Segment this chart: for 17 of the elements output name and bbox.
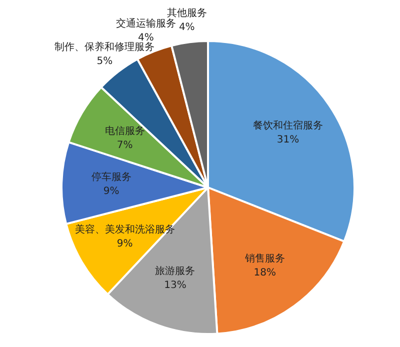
data-label: 7%	[116, 140, 133, 151]
slice-label: 旅游服务	[155, 265, 196, 278]
data-label: 13%	[164, 280, 186, 292]
slice-label: 停车服务	[91, 171, 132, 184]
slice-label: 制作、保养和修理服务	[54, 40, 155, 53]
slice-label: 交通运输服务	[116, 17, 176, 30]
data-label: 5%	[96, 56, 113, 67]
data-label: 18%	[254, 267, 276, 278]
slice-label: 电信服务	[104, 124, 145, 137]
data-label: 4%	[138, 32, 154, 44]
data-label: 31%	[276, 134, 300, 146]
data-label: 4%	[178, 22, 195, 33]
slice-label: 其他服务	[166, 6, 207, 19]
slice-label: 餐饮和住宿服务	[252, 120, 323, 132]
data-label: 9%	[116, 238, 133, 250]
data-label: 9%	[103, 186, 120, 198]
slice-label: 销售服务	[244, 252, 285, 264]
